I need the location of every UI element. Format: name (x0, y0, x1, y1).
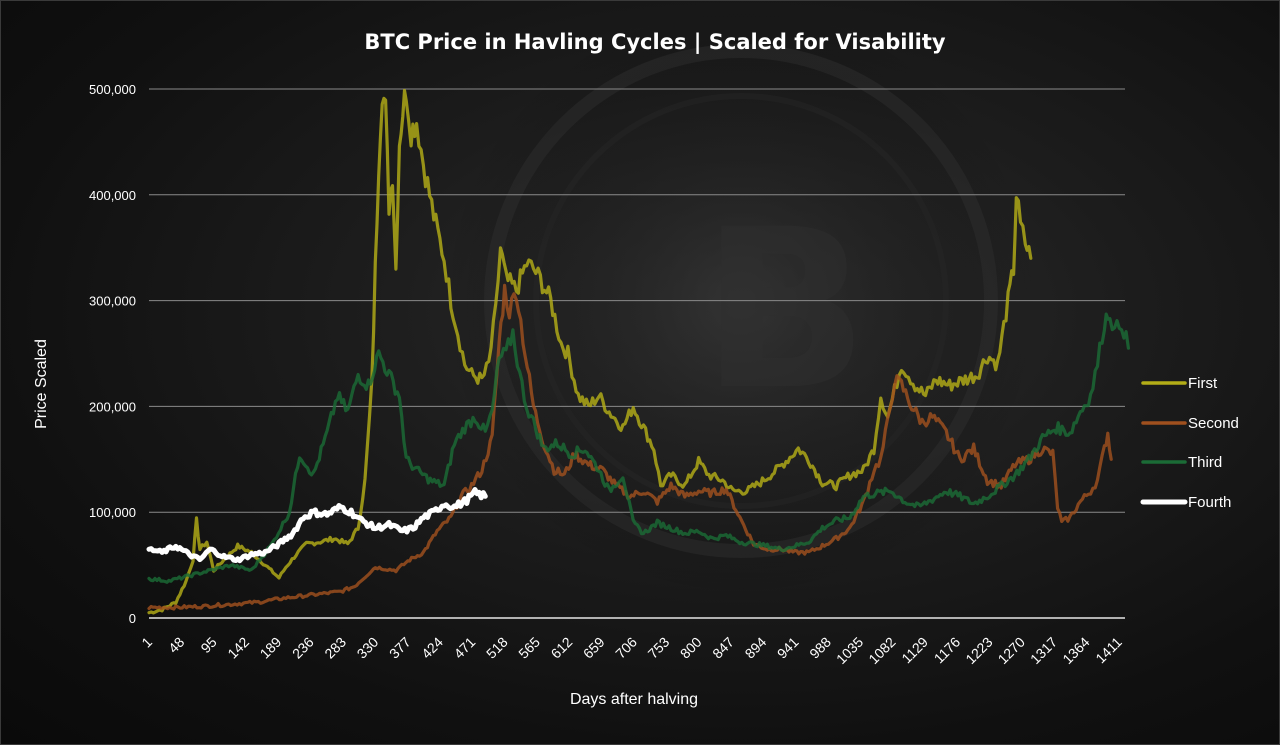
x-tick-label: 1270 (995, 634, 1028, 667)
legend-label-second: Second (1188, 415, 1239, 432)
x-tick-label: 1129 (898, 634, 931, 667)
x-tick-label: 1035 (833, 634, 866, 667)
x-tick-label: 941 (774, 634, 802, 662)
x-tick-label: 1411 (1092, 634, 1125, 667)
x-tick-label: 1223 (962, 634, 995, 667)
y-tick-label: 100,000 (89, 505, 136, 520)
chart-title: BTC Price in Havling Cycles | Scaled for… (364, 30, 946, 55)
x-axis-label: Days after halving (570, 691, 698, 708)
x-tick-label: 377 (386, 634, 414, 662)
legend-label-first: First (1188, 375, 1218, 392)
x-tick-label: 1082 (865, 634, 898, 667)
x-tick-label: 330 (354, 634, 382, 662)
x-tick-label: 706 (612, 634, 640, 662)
x-tick-label: 471 (451, 634, 479, 662)
legend-label-fourth: Fourth (1188, 494, 1231, 511)
x-tick-label: 753 (645, 634, 673, 662)
series-line-third (147, 312, 1130, 584)
y-tick-label: 500,000 (89, 82, 136, 97)
x-tick-label: 1 (138, 634, 155, 651)
x-tick-label: 236 (289, 634, 317, 662)
x-tick-label: 1317 (1027, 634, 1060, 667)
x-tick-label: 1364 (1059, 634, 1092, 667)
y-tick-label: 0 (129, 611, 136, 626)
x-tick-label: 988 (806, 634, 834, 662)
x-axis-ticks: 1 48 95 142 189 236 283 330 377 424 471 518 565 612 65… (138, 634, 1125, 667)
y-axis-label: Price Scaled (33, 339, 50, 429)
svg-text:B: B (701, 182, 869, 438)
x-tick-label: 518 (483, 634, 511, 662)
x-tick-label: 189 (257, 634, 285, 662)
legend: First Second Third Fourth (1140, 375, 1239, 511)
y-tick-label: 200,000 (89, 399, 136, 414)
series-line-second (147, 283, 1113, 611)
x-tick-label: 142 (224, 634, 252, 662)
x-tick-label: 612 (548, 634, 576, 662)
x-tick-label: 48 (165, 634, 187, 656)
x-tick-label: 424 (418, 634, 446, 662)
y-axis-ticks: 0 100,000 200,000 300,000 400,000 500,000 (89, 82, 136, 626)
series-lines (146, 88, 1130, 615)
y-tick-label: 400,000 (89, 188, 136, 203)
x-tick-label: 800 (677, 634, 705, 662)
series-line-fourth (146, 487, 488, 564)
x-tick-label: 894 (742, 634, 770, 662)
series-line-first (147, 88, 1033, 615)
x-tick-label: 565 (515, 634, 543, 662)
x-tick-label: 283 (321, 634, 349, 662)
x-tick-label: 659 (580, 634, 608, 662)
x-tick-label: 1176 (931, 634, 964, 667)
x-tick-label: 95 (197, 634, 219, 656)
legend-label-third: Third (1188, 454, 1222, 471)
x-tick-label: 847 (709, 634, 737, 662)
y-tick-label: 300,000 (89, 294, 136, 309)
